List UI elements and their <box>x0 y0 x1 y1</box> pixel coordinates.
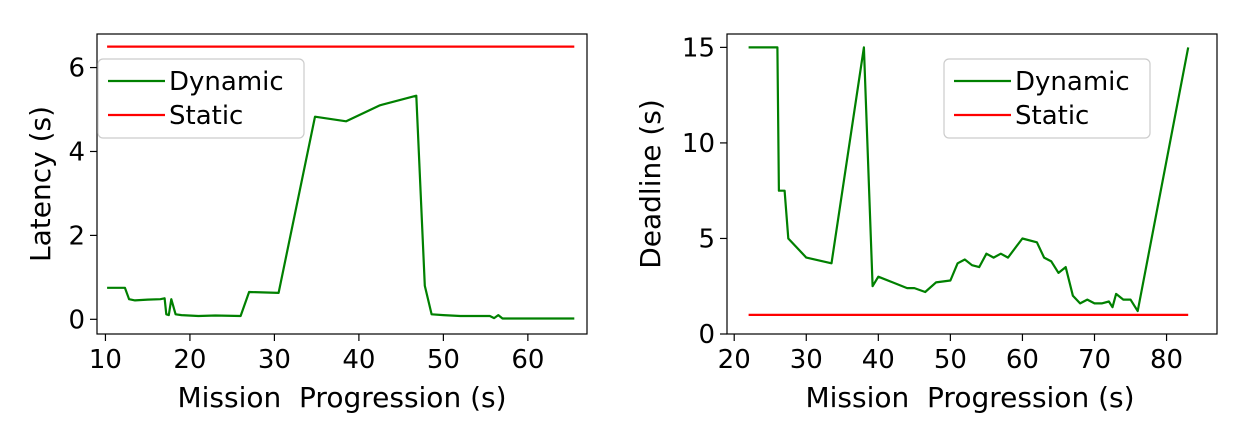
latency-x-tick-label: 20 <box>173 345 206 375</box>
latency-legend-dynamic-label: Dynamic <box>169 67 284 97</box>
deadline-x-tick-label: 30 <box>790 345 823 375</box>
deadline-x-tick-label: 80 <box>1150 345 1183 375</box>
latency-y-tick-label: 0 <box>68 305 85 335</box>
deadline-plot-frame <box>726 33 1218 335</box>
latency-legend-static-label: Static <box>169 101 243 131</box>
deadline-x-tick-label: 70 <box>1078 345 1111 375</box>
deadline-y-tick-label: 5 <box>698 224 715 254</box>
latency-y-axis-label: Latency (s) <box>24 106 57 262</box>
latency-x-tick-label: 60 <box>511 345 544 375</box>
deadline-y-tick-label: 15 <box>682 33 715 63</box>
deadline-y-tick-label: 0 <box>698 320 715 350</box>
deadline-x-tick-label: 60 <box>1006 345 1039 375</box>
deadline-y-tick-label: 10 <box>682 129 715 159</box>
deadline-chart: 20 30 40 50 60 70 80 0 5 10 15 Mission Progressio… <box>634 33 1218 414</box>
latency-y-tick-label: 6 <box>68 54 85 84</box>
deadline-legend-dynamic-label: Dynamic <box>1015 67 1130 97</box>
latency-chart: 10 20 30 40 50 60 0 2 4 6 Mission Progression (s… <box>24 33 588 414</box>
deadline-x-axis-label: Mission Progression (s) <box>805 381 1134 414</box>
latency-dynamic-line <box>107 94 575 320</box>
latency-x-tick-label: 50 <box>427 345 460 375</box>
deadline-x-tick-label: 50 <box>934 345 967 375</box>
latency-x-axis-label: Mission Progression (s) <box>177 381 506 414</box>
latency-legend: Dynamic Static <box>97 58 305 139</box>
deadline-legend-static-label: Static <box>1015 101 1089 131</box>
latency-x-ticks: 10 20 30 40 50 60 <box>89 334 544 375</box>
deadline-legend-box <box>943 58 1151 139</box>
latency-legend-box <box>97 58 305 139</box>
latency-x-tick-label: 30 <box>258 345 291 375</box>
latency-y-tick-label: 4 <box>68 137 85 167</box>
latency-series <box>107 45 575 320</box>
latency-x-tick-label: 10 <box>89 345 122 375</box>
latency-x-tick-label: 40 <box>342 345 375 375</box>
latency-plot-frame <box>96 33 588 335</box>
deadline-legend: Dynamic Static <box>943 58 1151 139</box>
deadline-x-tick-label: 40 <box>862 345 895 375</box>
deadline-x-tick-label: 20 <box>718 345 751 375</box>
deadline-dynamic-line <box>748 46 1190 313</box>
deadline-y-axis-label: Deadline (s) <box>634 99 667 269</box>
deadline-x-ticks: 20 30 40 50 60 70 80 <box>718 334 1183 375</box>
deadline-series <box>748 46 1190 316</box>
deadline-y-ticks: 0 5 10 15 <box>682 33 727 350</box>
latency-y-tick-label: 2 <box>68 221 85 251</box>
latency-y-ticks: 0 2 4 6 <box>68 54 97 335</box>
